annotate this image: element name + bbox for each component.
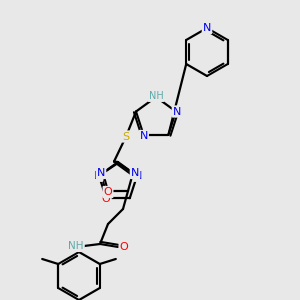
Text: NH: NH bbox=[148, 91, 164, 101]
Text: S: S bbox=[122, 131, 130, 142]
Text: NH: NH bbox=[68, 241, 84, 251]
Text: N: N bbox=[140, 131, 148, 141]
Text: N: N bbox=[203, 23, 211, 33]
Text: N: N bbox=[94, 171, 102, 181]
Text: N: N bbox=[97, 168, 105, 178]
Text: O: O bbox=[103, 187, 112, 197]
Text: N: N bbox=[173, 106, 181, 116]
Text: N: N bbox=[131, 168, 139, 178]
Text: O: O bbox=[120, 242, 128, 252]
Text: O: O bbox=[102, 194, 111, 204]
Text: N: N bbox=[134, 171, 142, 181]
